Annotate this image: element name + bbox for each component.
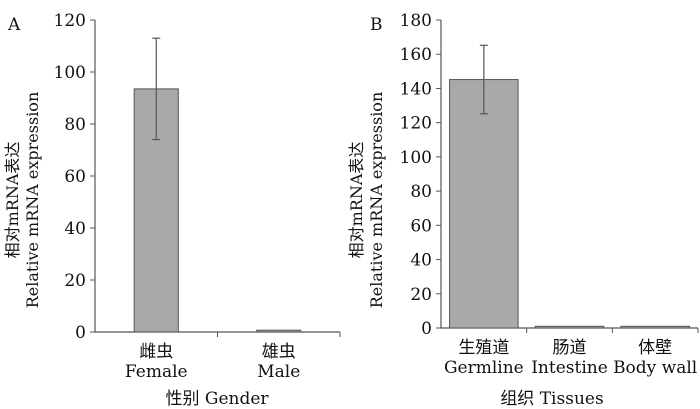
bar-intestine [534,325,605,329]
panel-a-label: A [7,15,21,35]
y-tick-label: 20 [64,271,86,291]
panel-b: B 相对mRNA表达 Relative mRNA expression 0 20 4… [347,11,699,409]
x-tick-label-en: Male [257,362,300,382]
y-tick-label: 40 [64,219,86,239]
panel-a-bars [133,37,302,333]
panel-b-ylabel: 相对mRNA表达 Relative mRNA expression [347,92,386,309]
x-tick-label-cn: 雌虫 [139,342,173,362]
y-tick-label: 100 [400,148,432,168]
panel-a-ylabel-cn: 相对mRNA表达 [3,142,22,259]
panel-b-bars [449,44,690,329]
x-tick-label-en: Female [125,362,188,382]
y-tick-label: 40 [410,251,432,271]
y-tick-label: 120 [54,11,86,31]
panel-a-ylabel: 相对mRNA表达 Relative mRNA expression [3,92,42,309]
y-tick-label: 140 [400,79,432,99]
y-tick-label: 0 [75,323,86,343]
bar-male [256,329,302,333]
panel-b-ylabel-en: Relative mRNA expression [367,92,386,309]
y-tick-label: 60 [410,216,432,236]
x-tick-label-cn: 体壁 [638,338,672,358]
x-tick-label-en: Germline [444,358,524,378]
x-tick-label-cn: 雄虫 [262,342,296,362]
panel-b-label: B [370,15,383,35]
y-tick-label: 160 [400,45,432,65]
y-tick-label: 0 [421,319,432,339]
x-tick-label-en: Body wall [613,358,697,378]
x-tick-label-cn: 生殖道 [458,338,509,358]
y-tick-label: 120 [400,114,432,134]
y-tick-label: 80 [64,115,86,135]
panel-a-xlabel: 性别 Gender [165,389,269,409]
x-tick-label-en: Intestine [531,358,608,378]
panel-a: A 相对mRNA表达 Relative mRNA expression 0 20 4… [3,11,341,409]
y-tick-label: 80 [410,182,432,202]
y-tick-label: 100 [54,63,86,83]
y-tick-label: 180 [400,11,432,31]
panel-a-y-axis: 0 20 40 60 80 100 120 [54,11,341,343]
panel-b-y-axis: 0 20 40 60 80 100 120 140 160 180 [400,11,699,339]
bar-body-wall [620,325,690,329]
x-tick-label-cn: 肠道 [553,338,587,358]
panel-b-ylabel-cn: 相对mRNA表达 [347,142,366,259]
panel-a-ylabel-en: Relative mRNA expression [23,92,42,309]
bar-germline [449,79,519,329]
panel-b-xlabel: 组织 Tissues [500,389,603,409]
y-tick-label: 60 [64,167,86,187]
y-tick-label: 20 [410,285,432,305]
